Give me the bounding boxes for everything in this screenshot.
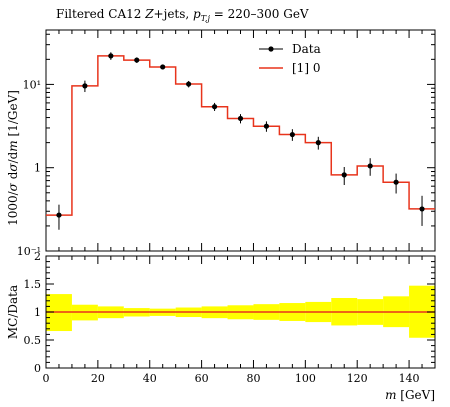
x-tick-label: 60 — [195, 372, 209, 385]
data-point — [237, 115, 244, 122]
mc-step-line — [46, 55, 435, 216]
ratio-y-tick-label: 1.5 — [24, 278, 42, 291]
data-point — [315, 140, 321, 146]
legend-data-label: Data — [292, 42, 321, 56]
x-tick-label: 120 — [347, 372, 368, 385]
ratio-y-tick-label: 0 — [34, 362, 41, 375]
x-tick-label: 140 — [399, 372, 420, 385]
x-tick-label: 0 — [43, 372, 50, 385]
mc-step-path — [46, 55, 435, 216]
data-point — [367, 163, 373, 169]
main-plot-frame — [45, 29, 436, 252]
x-tick-label: 80 — [246, 372, 260, 385]
data-points — [56, 52, 425, 230]
main-y-tick-label: 10¹ — [23, 78, 41, 91]
ratio-y-tick-label: 2 — [34, 250, 41, 263]
data-point — [263, 123, 270, 129]
x-axis-label: m [GeV] — [385, 388, 435, 402]
x-tick-label: 100 — [295, 372, 316, 385]
x-tick-label: 20 — [91, 372, 105, 385]
legend: Data [1] 0 — [259, 42, 321, 75]
ratio-plot-panel: 0 0.5 1 1.5 2 0 20 40 60 80 100 120 140 — [24, 250, 436, 385]
chart-title: Filtered CA12 Z+jets, pT,j = 220–300 GeV — [56, 7, 309, 23]
data-point — [108, 53, 114, 59]
x-tick-label: 40 — [143, 372, 157, 385]
data-point — [134, 57, 140, 63]
data-point — [341, 172, 347, 178]
data-point — [289, 131, 295, 138]
data-point — [211, 104, 218, 110]
data-point — [186, 81, 192, 87]
x-tick-labels: 0 20 40 60 80 100 120 140 — [43, 372, 420, 385]
data-point — [393, 179, 399, 185]
ratio-y-tick-label: 1 — [34, 306, 41, 319]
legend-mc-label: [1] 0 — [292, 61, 320, 75]
main-y-tick-label: 10⁻¹ — [17, 245, 41, 258]
ratio-axis-ticks — [45, 255, 436, 369]
ratio-y-tick-label: 0.5 — [24, 334, 42, 347]
ratio-y-axis-label: MC/Data — [6, 285, 20, 339]
main-plot-panel: 10⁻¹ 1 10¹ — [17, 29, 436, 258]
main-y-tick-labels: 10⁻¹ 1 10¹ — [17, 78, 41, 258]
main-y-axis-label: 1000/σ dσ/dm [1/GeV] — [6, 90, 20, 226]
data-point — [160, 64, 166, 70]
data-point — [82, 83, 88, 89]
main-axis-ticks — [45, 30, 436, 252]
ratio-y-tick-labels: 0 0.5 1 1.5 2 — [24, 250, 42, 375]
data-point — [56, 212, 62, 218]
legend-data-marker — [268, 46, 274, 52]
data-point — [419, 206, 425, 212]
main-y-tick-label: 1 — [34, 162, 41, 175]
